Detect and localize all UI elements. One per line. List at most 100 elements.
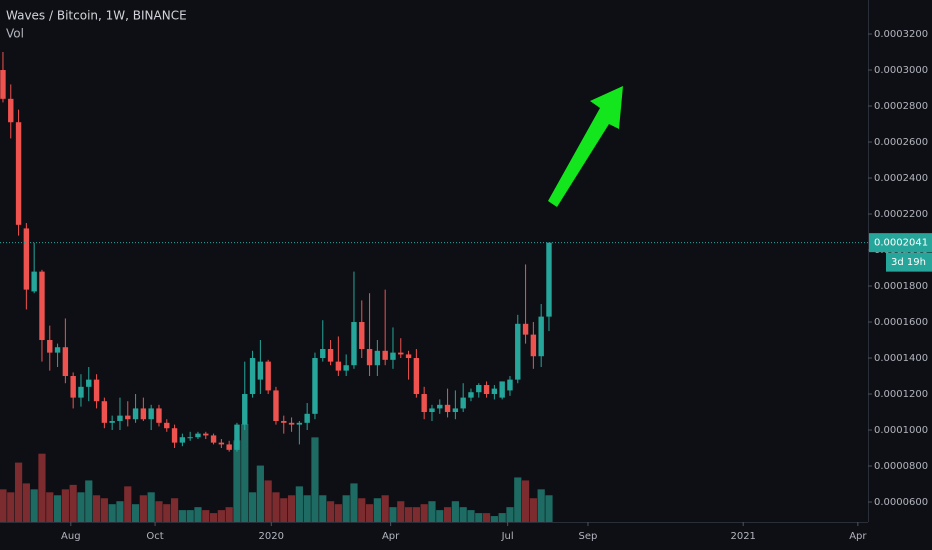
arrow (548, 86, 623, 207)
candle-body (117, 415, 123, 422)
x-tick-label: 2021 (730, 531, 755, 542)
candle-body (39, 271, 45, 341)
y-tick-label: 0.0000800 (874, 461, 928, 472)
candle-body (242, 394, 248, 425)
volume-bar (116, 501, 124, 522)
candle-body (70, 376, 76, 398)
candle-body (444, 404, 451, 413)
candle-body (437, 404, 443, 409)
candle-body (31, 271, 37, 292)
y-tick-label: 0.0003200 (874, 29, 928, 40)
candle-body (499, 381, 505, 398)
volume-bar (241, 424, 249, 522)
candle-body (156, 408, 162, 423)
volume-bar (163, 504, 171, 522)
volume-bar (311, 437, 319, 522)
volume-bar (475, 513, 483, 522)
volume-bar (38, 453, 46, 522)
countdown-tag (886, 252, 932, 272)
x-tick-label: 2020 (259, 531, 284, 542)
candle-body (483, 385, 490, 395)
candle-body (468, 392, 474, 398)
volume-bar (155, 501, 163, 522)
candle-body (148, 408, 154, 420)
candle-body (109, 421, 115, 423)
y-tick-label: 0.0002600 (874, 137, 928, 148)
y-tick-label: 0.0001200 (874, 389, 928, 400)
volume-bar (147, 492, 155, 522)
volume-bar (459, 507, 467, 522)
candle-body (335, 361, 342, 371)
candle-body (15, 122, 22, 225)
candle-body (101, 401, 108, 423)
volume-bar (498, 513, 506, 522)
volume-bar (100, 498, 108, 522)
volume-bar (514, 477, 522, 522)
volume-bar (397, 501, 405, 522)
volume-bar (358, 498, 366, 522)
candle-body (522, 323, 529, 335)
y-tick-label: 0.0001600 (874, 317, 928, 328)
volume-bar (529, 498, 537, 522)
candle-body (312, 358, 318, 414)
candle-body (171, 428, 178, 443)
candle-body (93, 379, 100, 402)
candle-body (327, 349, 334, 362)
y-tick-label: 0.0000600 (874, 497, 928, 508)
volume-bar (256, 465, 264, 522)
volume-bar (139, 495, 147, 522)
candle-body (320, 349, 326, 359)
volume-bar (451, 501, 459, 522)
volume-bar (287, 495, 296, 522)
candle-body (257, 361, 264, 380)
candle-body (546, 242, 552, 317)
volume-bar (334, 504, 342, 522)
candle-body (187, 437, 193, 439)
volume-bar (22, 483, 30, 522)
candle-body (530, 334, 537, 357)
candle-body (538, 316, 544, 357)
candle-body (398, 352, 404, 355)
candle-body (429, 408, 435, 413)
volume-bar (248, 492, 257, 522)
candle-body (179, 437, 186, 443)
y-tick-label: 0.0002400 (874, 173, 928, 184)
volume-bar (233, 440, 241, 522)
volume-bar (124, 486, 132, 522)
volume-bar (428, 501, 436, 522)
volume-bar (272, 492, 280, 522)
volume-bar (506, 507, 514, 522)
candle-body (140, 408, 147, 420)
x-tick-label: Oct (146, 531, 163, 542)
volume-bar (77, 492, 85, 522)
x-tick-label: Apr (382, 531, 400, 542)
volume-bar (217, 510, 225, 522)
volume-bar (264, 480, 272, 522)
volume-bar (186, 510, 194, 522)
volume-bar (350, 483, 358, 522)
candle-body (23, 228, 30, 290)
candle-body (452, 408, 459, 413)
volume-bar (295, 486, 303, 522)
candle-body (507, 379, 513, 391)
y-tick-label: 0.0001800 (874, 281, 928, 292)
candle-body (366, 349, 373, 366)
candle-body (265, 361, 271, 391)
candle-body (515, 323, 521, 380)
candle-body (296, 422, 303, 425)
volume-bar (443, 507, 452, 522)
volume-bar (194, 507, 202, 522)
candle-body (390, 352, 396, 360)
volume-bar (373, 498, 381, 522)
volume-bar (381, 495, 389, 522)
volume-bar (537, 489, 545, 522)
candle-body (203, 433, 209, 436)
candle-body (78, 386, 84, 398)
candle-body (374, 350, 381, 366)
y-tick-label: 0.0002800 (874, 101, 928, 112)
candle-body (164, 422, 170, 429)
candle-body (125, 415, 131, 420)
volume-bar (280, 498, 288, 522)
